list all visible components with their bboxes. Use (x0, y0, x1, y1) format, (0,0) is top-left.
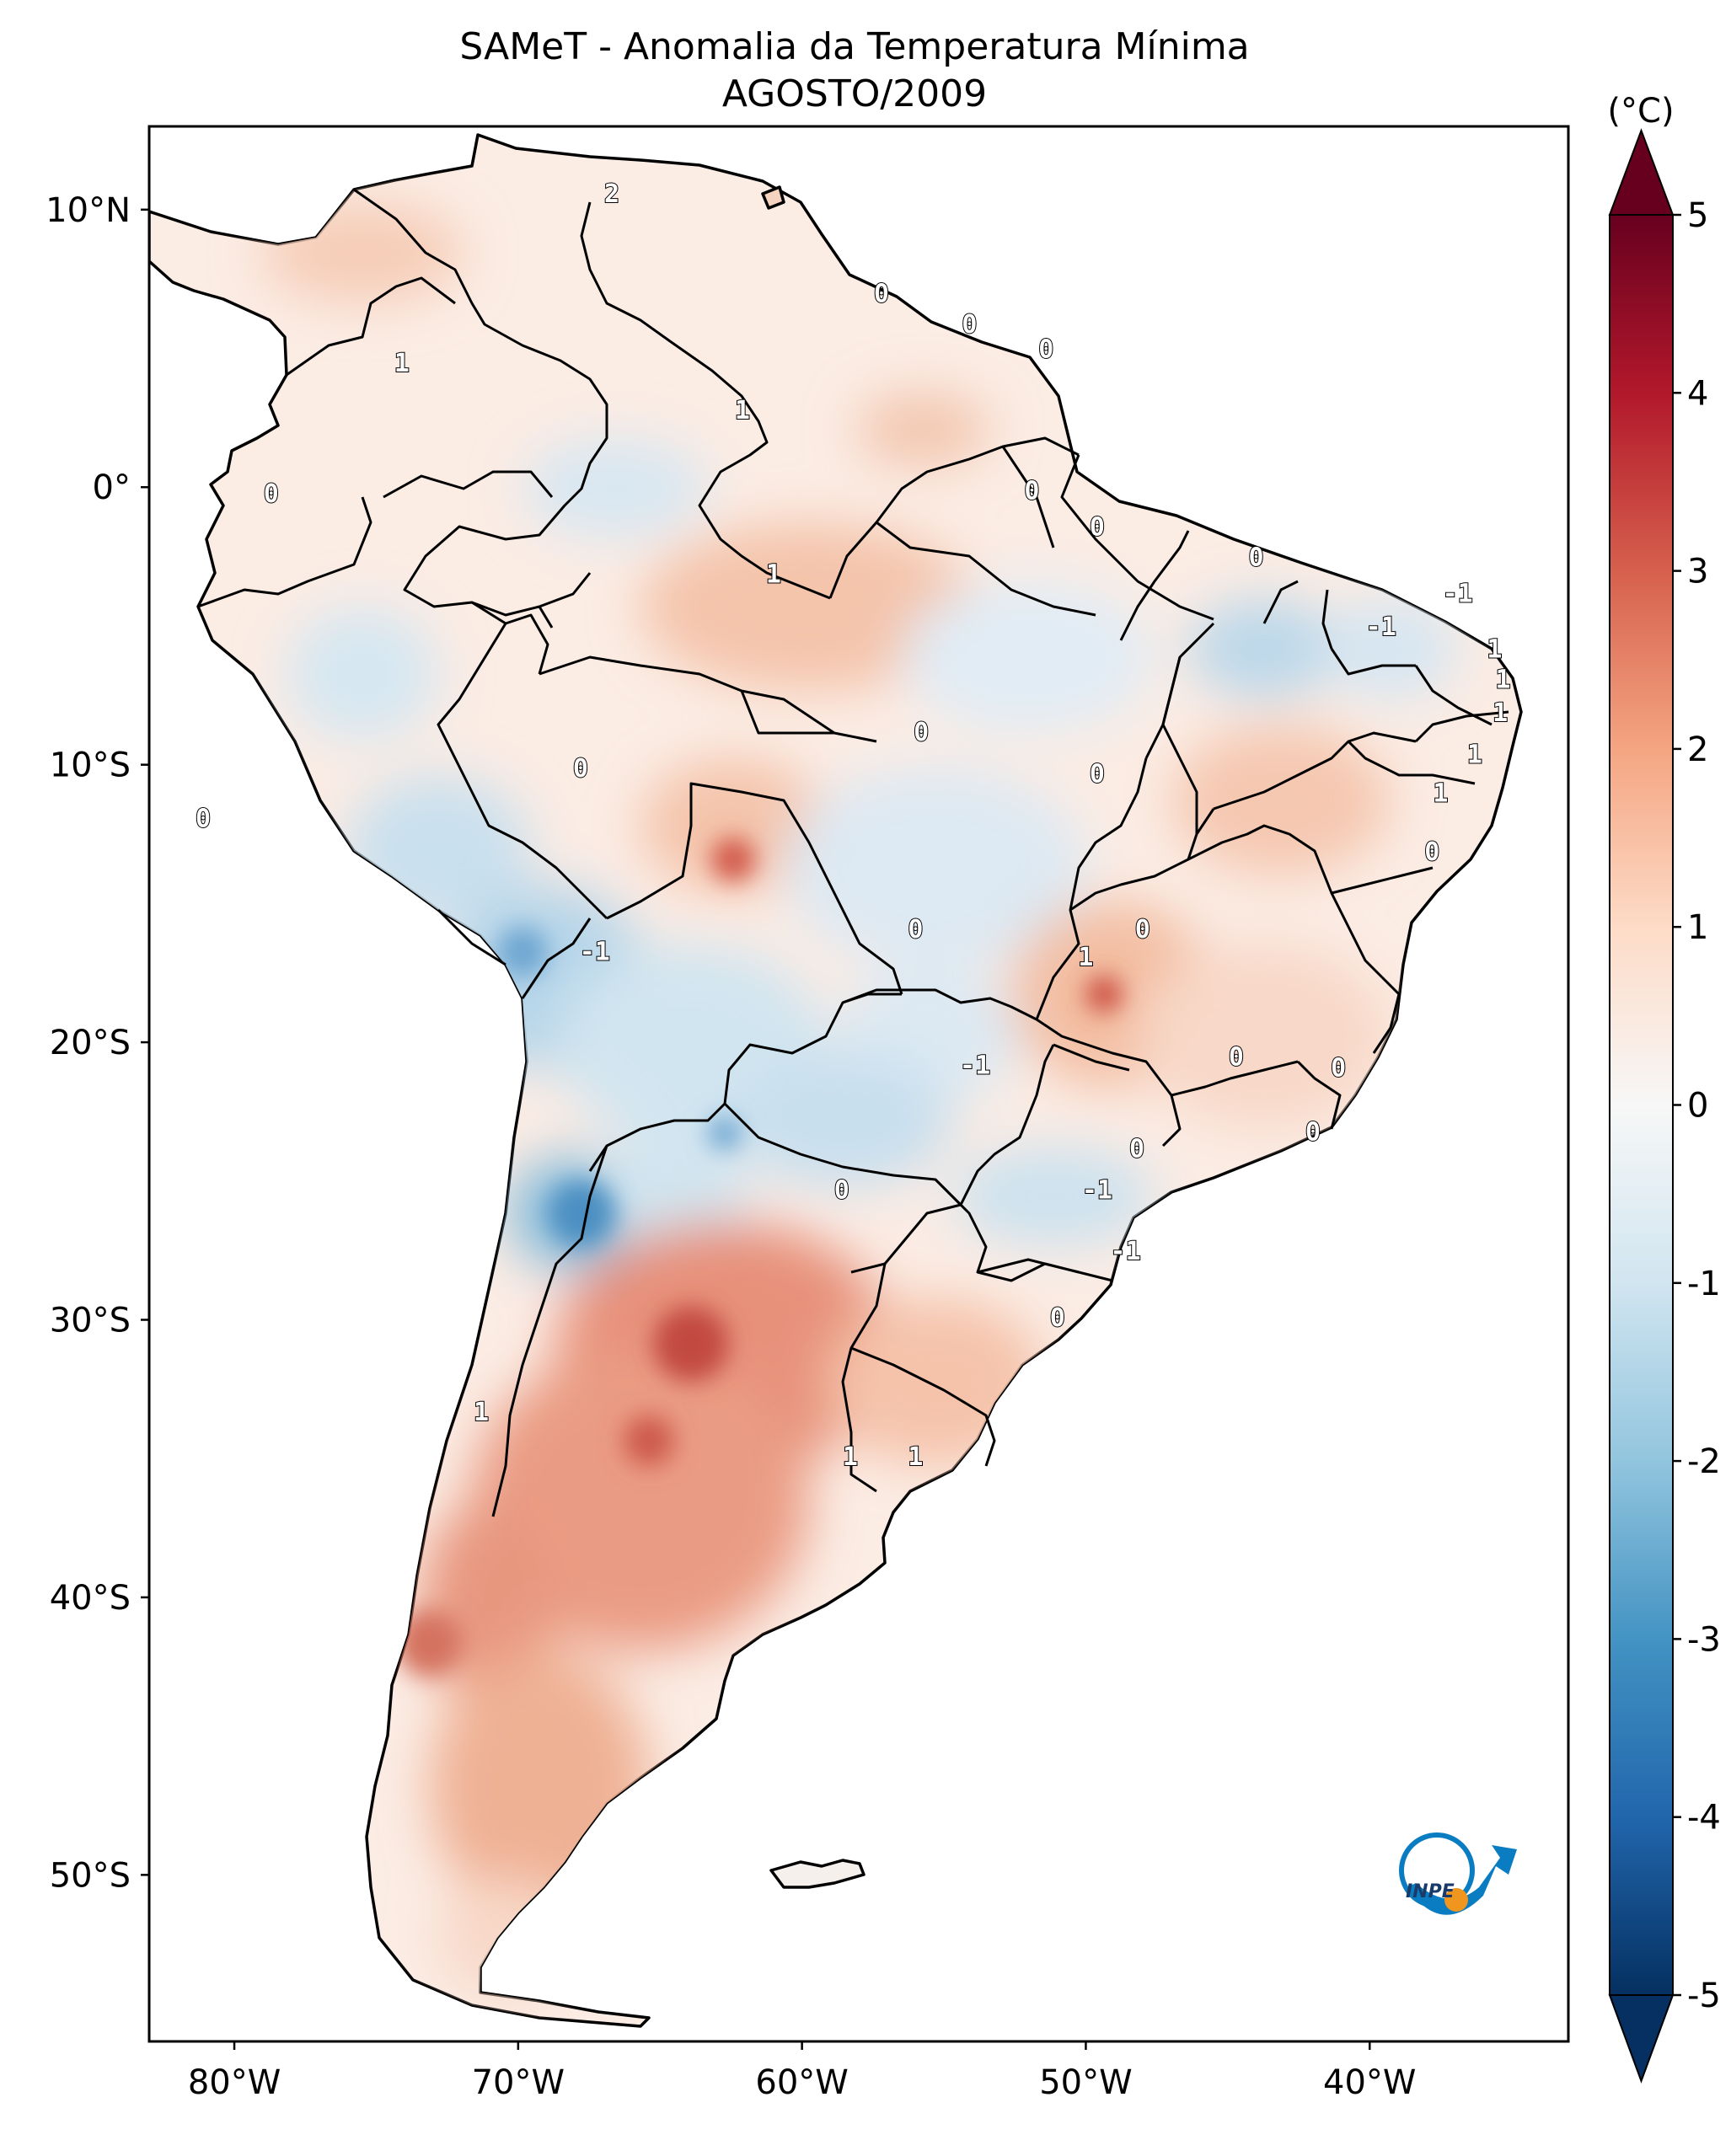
logo-text: INPE (1406, 1881, 1455, 1902)
contour-label: -1 (580, 937, 610, 966)
colorbar-min-arrow (1608, 1994, 1675, 2084)
chart-subtitle: AGOSTO/2009 (722, 72, 987, 115)
lat-tick-label: 20°S (50, 1024, 131, 1062)
trinidad-island (761, 185, 785, 210)
anomaly-field (261, 202, 1458, 1997)
inpe-logo: INPE (1399, 1832, 1517, 1915)
colorbar-unit-label: (°C) (1607, 92, 1674, 131)
lon-tick-label: 60°W (755, 2063, 848, 2102)
contour-label: 2 (604, 179, 619, 209)
colorbar-max-arrow (1608, 128, 1675, 216)
contour-label: 0 (1038, 335, 1053, 365)
contour-label: 1 (735, 396, 750, 425)
lon-tick-label: 50°W (1039, 2063, 1132, 2102)
contour-label: 0 (1129, 1134, 1144, 1164)
latitude-axis: 10°N 0° 10°S 20°S 30°S 40°S 50°S (46, 191, 149, 1895)
colorbar-tick-label: -2 (1687, 1442, 1721, 1481)
contour-label: 0 (264, 479, 279, 509)
contour-label: 0 (908, 915, 923, 944)
contour-label: 1 (1078, 943, 1093, 972)
contour-label: 0 (1331, 1054, 1346, 1083)
contour-label: 0 (196, 804, 211, 833)
contour-label: 1 (843, 1442, 858, 1472)
contour-label: 0 (962, 310, 977, 340)
contour-label: 1 (1496, 666, 1511, 695)
contour-label: 0 (874, 280, 889, 309)
colorbar-tick-label: 3 (1687, 553, 1708, 591)
lat-tick-label: 30°S (50, 1302, 131, 1340)
contour-label: 1 (908, 1442, 923, 1472)
contour-label: 1 (1433, 779, 1448, 809)
contour-label: 1 (1487, 634, 1502, 664)
contour-label: 0 (1024, 477, 1039, 506)
contour-label: 0 (914, 718, 929, 747)
lat-tick-label: 50°S (50, 1856, 131, 1895)
colorbar-tick-label: -5 (1687, 1977, 1721, 2015)
contour-label: -1 (960, 1051, 990, 1080)
contour-label: 0 (1135, 915, 1150, 944)
chart-title: SAMeT - Anomalia da Temperatura Mínima (459, 25, 1249, 68)
contour-label: 0 (1305, 1118, 1321, 1148)
contour-label: 0 (1248, 543, 1263, 573)
contour-label: 1 (474, 1398, 489, 1427)
contour-label: 0 (1090, 512, 1105, 542)
lon-tick-label: 70°W (472, 2063, 565, 2102)
colorbar-tick-label: 0 (1687, 1087, 1708, 1126)
contour-label: 1 (1493, 698, 1508, 728)
contour-label: -1 (1366, 613, 1396, 642)
contour-label: -1 (1111, 1237, 1141, 1266)
colorbar-tick-label: -4 (1687, 1799, 1721, 1838)
contour-label: 0 (1050, 1303, 1065, 1333)
contour-label: 1 (394, 349, 410, 378)
colorbar-tick-label: -3 (1687, 1620, 1721, 1659)
colorbar-tick-label: 2 (1687, 730, 1708, 769)
colorbar-tick-label: -1 (1687, 1265, 1721, 1303)
falkland-islands (769, 1859, 866, 1889)
map-frame (147, 125, 1570, 2043)
colorbar-gradient (1609, 214, 1674, 1996)
contour-label: 0 (1229, 1043, 1244, 1073)
lon-tick-label: 40°W (1323, 2063, 1416, 2102)
colorbar-tick-label: 5 (1687, 196, 1708, 235)
lat-tick-label: 10°S (50, 746, 131, 785)
lat-tick-label: 10°N (46, 191, 131, 230)
contour-label: -1 (1082, 1176, 1112, 1206)
lat-tick-label: 0° (93, 468, 131, 507)
contour-label: 1 (766, 559, 781, 589)
lon-tick-label: 80°W (188, 2063, 281, 2102)
contour-label: 0 (834, 1176, 849, 1206)
longitude-axis: 80°W 70°W 60°W 50°W 40°W (188, 2041, 1416, 2102)
political-borders (197, 188, 1509, 1517)
contour-label: -1 (1443, 579, 1473, 608)
colorbar-tick-label: 4 (1687, 374, 1708, 413)
colorbar-ticks: 5 4 3 2 1 0 -1 -2 -3 -4 -5 (1673, 196, 1721, 2015)
colorbar-tick-label: 1 (1687, 908, 1708, 947)
colorbar: (°C) 5 4 3 2 1 0 -1 -2 -3 -4 -5 (1607, 92, 1721, 2084)
lat-tick-label: 40°S (50, 1579, 131, 1618)
contour-label: 0 (1090, 760, 1105, 789)
contour-label: 0 (573, 754, 588, 784)
contour-label: 0 (1424, 837, 1439, 867)
contour-label: 1 (1467, 740, 1482, 769)
